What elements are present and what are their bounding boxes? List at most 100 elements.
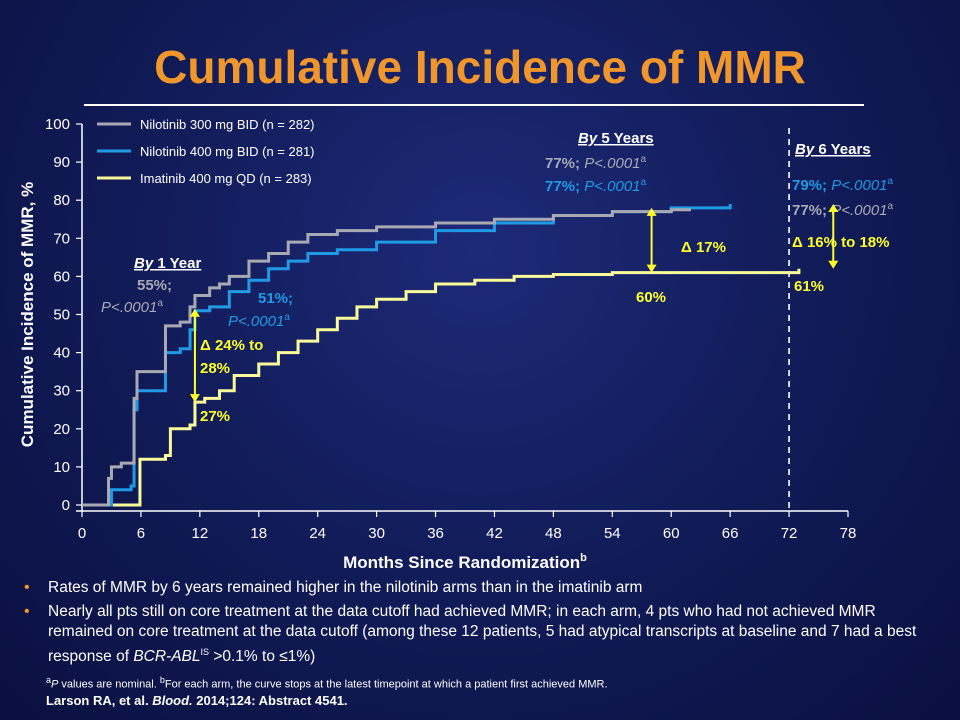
x-tick-label: 54	[604, 525, 621, 542]
citation: Larson RA, et al. Blood. 2014;124: Abstr…	[46, 693, 348, 708]
year5-n400-part: P<.0001	[580, 178, 640, 195]
series-line	[82, 268, 801, 507]
year1-delta-arrow-head-top	[189, 308, 200, 317]
year5-n300-part: 77%;	[545, 155, 580, 172]
footnote: aP values are nominal. bFor each arm, th…	[46, 675, 608, 691]
year6-n300-part: 77%;	[792, 202, 827, 219]
year1-n400-p-part: P<.0001	[228, 313, 284, 330]
citation-authors: Larson RA, et al.	[46, 693, 153, 708]
series-line	[82, 208, 691, 507]
year6-n300-part: P<.0001	[827, 202, 887, 219]
y-axis-title: Cumulative Incidence of MMR, %	[18, 182, 37, 447]
footnote-p: P	[51, 678, 59, 691]
citation-rest: 2014;124: Abstract 4541.	[192, 693, 348, 708]
bullet-text: Rates of MMR by 6 years remained higher …	[48, 579, 643, 596]
year5-imatinib-value-part: 60%	[636, 289, 666, 306]
x-tick-label: 6	[137, 525, 145, 542]
x-axis-title-sup: b	[580, 552, 587, 564]
y-tick-label: 80	[53, 192, 70, 209]
x-tick-label: 60	[663, 525, 680, 542]
year5-delta-part: Δ 17%	[681, 239, 726, 256]
gene-superscript: IS	[200, 647, 210, 657]
legend-label: Nilotinib 300 mg BID (n = 282)	[140, 117, 315, 132]
x-tick-label: 24	[309, 525, 326, 542]
chart-series	[82, 204, 801, 507]
gene-name: BCR-ABL	[133, 648, 201, 666]
y-tick-label: 0	[62, 497, 70, 514]
year6-n400: 79%; P<.0001a	[792, 176, 894, 194]
year1-n400-value-part: 51%;	[258, 290, 293, 307]
y-tick-label: 20	[53, 421, 70, 438]
footnote-marker-b: b	[159, 675, 165, 685]
year6-delta-part: Δ 16% to 18%	[792, 234, 890, 251]
year1-heading-part: 1 Year	[153, 255, 201, 272]
year5-n300: 77%; P<.0001a	[545, 154, 647, 172]
bullet-item: Rates of MMR by 6 years remained higher …	[20, 578, 940, 598]
year5-delta-arrow-head-top	[646, 207, 657, 216]
year5-delta: Δ 17%	[681, 239, 726, 256]
year1-heading-part: By	[134, 255, 154, 272]
title-divider	[84, 104, 864, 106]
year1-n400-p: P<.0001a	[228, 312, 290, 330]
x-tick-label: 12	[192, 525, 209, 542]
bullet-text-tail: >0.1% to ≤1%)	[209, 648, 316, 666]
series-line	[82, 204, 732, 507]
year5-heading-part: 5 Years	[597, 130, 653, 147]
y-tick-label: 50	[53, 307, 70, 324]
year6-heading-part: 6 Years	[814, 141, 870, 158]
year6-delta: Δ 16% to 18%	[792, 234, 890, 251]
bullet-list: Rates of MMR by 6 years remained higher …	[20, 578, 940, 671]
year6-delta-arrow-head-bottom	[828, 260, 839, 269]
year1-n400-p-part: a	[284, 312, 290, 323]
year5-n400-part: 77%;	[545, 178, 580, 195]
year1-imatinib-value-part: 27%	[200, 408, 230, 425]
year5-n400: 77%; P<.0001a	[545, 177, 647, 195]
year6-n400-part: P<.0001	[827, 177, 887, 194]
chart-axes: Months Since Randomizationb Cumulative In…	[18, 124, 848, 572]
year5-n300-part: a	[641, 154, 647, 165]
y-tick-label: 100	[45, 116, 70, 133]
year6-n300-part: a	[888, 201, 894, 212]
y-tick-label: 40	[53, 345, 70, 362]
year1-n300-p-part: P<.0001	[101, 299, 157, 316]
year5-imatinib-value: 60%	[636, 289, 666, 306]
y-tick-label: 30	[53, 383, 70, 400]
mmr-chart: Months Since Randomizationb Cumulative In…	[18, 116, 894, 572]
x-tick-label: 72	[781, 525, 798, 542]
year6-imatinib-value: 61%	[794, 278, 824, 295]
bullet-item: Nearly all pts still on core treatment a…	[20, 602, 940, 667]
year5-n400-part: a	[641, 177, 647, 188]
year1-delta-line2-part: 28%	[200, 360, 230, 377]
year1-n300-p-part: a	[157, 298, 163, 309]
year6-delta-arrow-head-top	[828, 204, 839, 213]
year6-heading: By 6 Years	[795, 141, 871, 158]
year5-n300-part: P<.0001	[580, 155, 640, 172]
year5-heading: By 5 Years	[578, 130, 654, 147]
year6-n400-part: a	[888, 176, 894, 187]
legend-label: Nilotinib 400 mg BID (n = 281)	[140, 144, 315, 159]
y-tick-label: 60	[53, 268, 70, 285]
year1-n300-value-part: 55%;	[137, 277, 172, 294]
citation-journal: Blood.	[152, 693, 193, 708]
footnote-text-b: For each arm, the curve stops at the lat…	[164, 678, 608, 691]
footnote-marker-a: a	[46, 675, 52, 685]
legend-label: Imatinib 400 mg QD (n = 283)	[140, 171, 312, 186]
x-tick-label: 30	[368, 525, 385, 542]
x-tick-label: 36	[427, 525, 444, 542]
footnote-text-a: values are nominal.	[58, 678, 160, 691]
year6-n300: 77%; P<.0001a	[792, 201, 894, 219]
year1-delta-line1-part: Δ 24% to	[200, 337, 263, 354]
x-tick-label: 66	[722, 525, 739, 542]
page-title: Cumulative Incidence of MMR	[154, 41, 806, 93]
x-tick-label: 78	[840, 525, 857, 542]
x-tick-label: 18	[250, 525, 267, 542]
year1-n300-value: 55%;	[137, 277, 172, 294]
bullet-text-main: Nearly all pts still on core treatment a…	[48, 603, 917, 666]
x-tick-label: 0	[78, 525, 86, 542]
y-tick-label: 10	[53, 459, 70, 476]
chart-ticks: 0 10 20 30 40 50 60 70 80 90 100 0 6 12 18 24 30 36 42 48 54…	[45, 116, 856, 542]
year1-delta-arrow-head-bottom	[189, 394, 200, 403]
x-axis-title: Months Since Randomizationb	[343, 552, 587, 572]
x-tick-label: 48	[545, 525, 562, 542]
